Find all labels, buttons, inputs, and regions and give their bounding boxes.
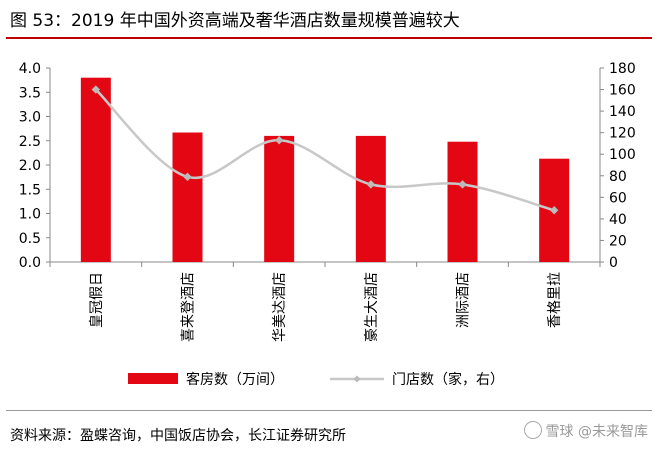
bar-2	[172, 132, 203, 262]
y-right-tick-label: 20	[609, 233, 627, 249]
x-tick-label: 皇冠假日	[89, 272, 105, 328]
line-point-1	[91, 85, 101, 94]
bar-5	[447, 141, 478, 262]
y-axis-left: 0.0 0.5 1.0 1.5 2.0 2.5 3.0 3.5 4.0	[19, 61, 50, 271]
line-point-5	[458, 180, 467, 189]
y-left-tick-label: 0.0	[19, 255, 41, 271]
y-axis-right: 0 20 40 60 80 100 120 140 160 180	[600, 61, 636, 271]
bar-3	[264, 135, 295, 262]
y-right-tick-label: 160	[609, 83, 636, 99]
title-rule	[6, 37, 652, 39]
bar-1	[80, 77, 111, 262]
y-left-tick-label: 1.0	[19, 207, 41, 223]
y-right-tick-label: 0	[609, 255, 618, 271]
y-right-tick-label: 140	[609, 104, 636, 120]
y-right-tick-label: 120	[609, 126, 636, 142]
x-axis-labels: 皇冠假日 喜来登酒店 华美达酒店 豪生大酒店 洲际酒店 香格里拉	[89, 272, 563, 342]
y-right-tick-label: 40	[609, 212, 627, 228]
y-left-tick-label: 3.5	[19, 85, 41, 101]
axes	[49, 68, 601, 267]
x-tick-label: 豪生大酒店	[364, 272, 380, 342]
line-point-3	[274, 136, 284, 145]
legend-bar-swatch	[128, 373, 178, 384]
y-left-tick-label: 3.0	[19, 110, 41, 126]
footer-rule	[6, 410, 652, 411]
x-tick-label: 洲际酒店	[456, 272, 472, 328]
source-note: 资料来源：盈蝶咨询，中国饭店协会，长江证券研究所	[10, 428, 346, 444]
y-left-tick-label: 2.5	[19, 134, 41, 150]
store-count-line	[94, 88, 555, 212]
line-point-4	[366, 180, 376, 189]
y-left-tick-label: 2.0	[19, 158, 41, 174]
y-right-tick-label: 60	[609, 190, 627, 206]
y-left-tick-label: 4.0	[19, 61, 41, 77]
watermark: 雪球 @未来智库	[523, 421, 648, 441]
legend: 客房数（万间） 门店数（家，右）	[128, 371, 504, 388]
snowball-logo-icon	[523, 421, 542, 439]
y-right-tick-label: 180	[609, 61, 636, 77]
x-tick-label: 华美达酒店	[272, 272, 288, 342]
legend-line-label: 门店数（家，右）	[392, 371, 504, 388]
figure-title: 图 53：2019 年中国外资高端及奢华酒店数量规模普遍较大	[10, 11, 460, 31]
bar-4	[355, 135, 386, 262]
line-series	[91, 85, 559, 215]
x-tick-label: 喜来登酒店	[181, 272, 197, 342]
y-left-tick-label: 0.5	[19, 231, 41, 247]
line-point-2	[183, 172, 192, 182]
line-point-6	[549, 206, 559, 215]
y-right-tick-label: 100	[609, 147, 636, 163]
bar-series	[80, 77, 570, 262]
y-left-tick-label: 1.5	[19, 182, 41, 198]
y-right-tick-label: 80	[609, 169, 627, 185]
watermark-text: 雪球 @未来智库	[545, 424, 648, 440]
legend-line-marker	[353, 375, 361, 383]
x-tick-label: 香格里拉	[547, 272, 563, 328]
legend-bar-label: 客房数（万间）	[186, 371, 284, 388]
